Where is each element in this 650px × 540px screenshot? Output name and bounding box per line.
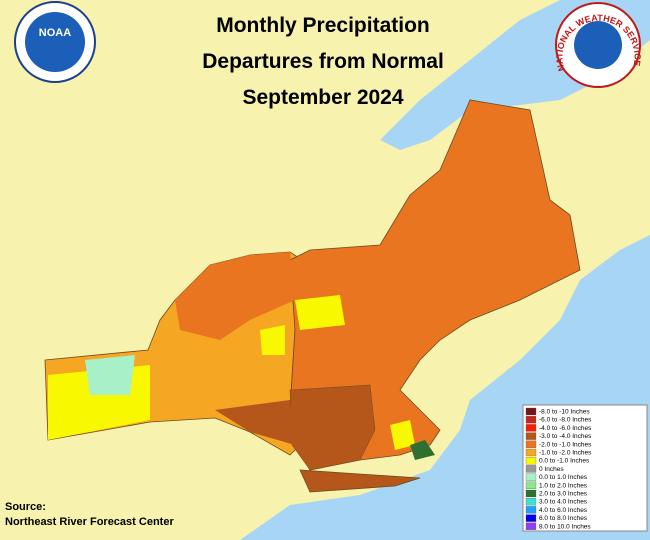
legend-swatch (525, 473, 537, 481)
legend-swatch (525, 514, 537, 522)
legend-swatch (525, 432, 537, 440)
legend-label: -6.0 to -8.0 Inches (539, 417, 592, 424)
long-island (299, 469, 421, 493)
legend-swatch (525, 506, 537, 514)
legend-label: 0.0 to 1.0 Inches (539, 474, 588, 481)
legend-swatch (525, 407, 537, 416)
legend-label: 2.0 to 3.0 Inches (539, 491, 588, 498)
legend-label: 0.0 to -1.0 Inches (539, 458, 590, 465)
adirondack-patch (260, 325, 285, 355)
ri-region (390, 420, 415, 450)
legend-box (522, 404, 648, 532)
legend-label: -2.0 to -1.0 Inches (539, 441, 592, 448)
nws-logo-inner (574, 21, 622, 69)
legend-label: 1.0 to 2.0 Inches (539, 482, 588, 489)
legend-swatch (525, 522, 537, 530)
title-line: September 2024 (242, 86, 403, 109)
title-line: Monthly Precipitation (216, 14, 430, 37)
cape-region (410, 440, 435, 460)
legend-label: 0 Inches (539, 466, 564, 473)
legend-label: 8.0 to 10.0 Inches (539, 523, 591, 530)
source-text: Northeast River Forecast Center (5, 516, 174, 528)
north-ny-region (175, 252, 295, 340)
legend-swatch (525, 416, 537, 424)
legend-swatch (525, 457, 537, 465)
legend-swatch (525, 481, 537, 489)
southern-new-england (289, 384, 376, 471)
source-label: Source: (5, 501, 46, 513)
legend-label: 6.0 to 8.0 Inches (539, 515, 588, 522)
legend-swatch (525, 440, 537, 448)
legend-swatch (525, 424, 537, 432)
legend-swatch (525, 465, 537, 473)
legend-swatch (525, 448, 537, 457)
hudson-region (215, 400, 295, 445)
legend-label: 4.0 to 6.0 Inches (539, 507, 588, 514)
legend-label: -1.0 to -2.0 Inches (539, 450, 592, 457)
cyan-region (85, 355, 135, 395)
legend-swatch (525, 489, 537, 498)
legend-label: -8.0 to -10 Inches (539, 409, 590, 416)
legend-label: -4.0 to -6.0 Inches (539, 425, 592, 432)
noaa-logo-inner (25, 12, 85, 72)
title-line: Departures from Normal (202, 50, 444, 73)
legend-swatch (525, 498, 537, 506)
legend-label: 3.0 to 4.0 Inches (539, 499, 588, 506)
legend-label: -3.0 to -4.0 Inches (539, 433, 592, 440)
vt-patch (295, 295, 345, 330)
legend: -8.0 to -10 Inches-6.0 to -8.0 Inches-4.… (522, 404, 648, 532)
noaa-label: NOAA (39, 27, 71, 39)
